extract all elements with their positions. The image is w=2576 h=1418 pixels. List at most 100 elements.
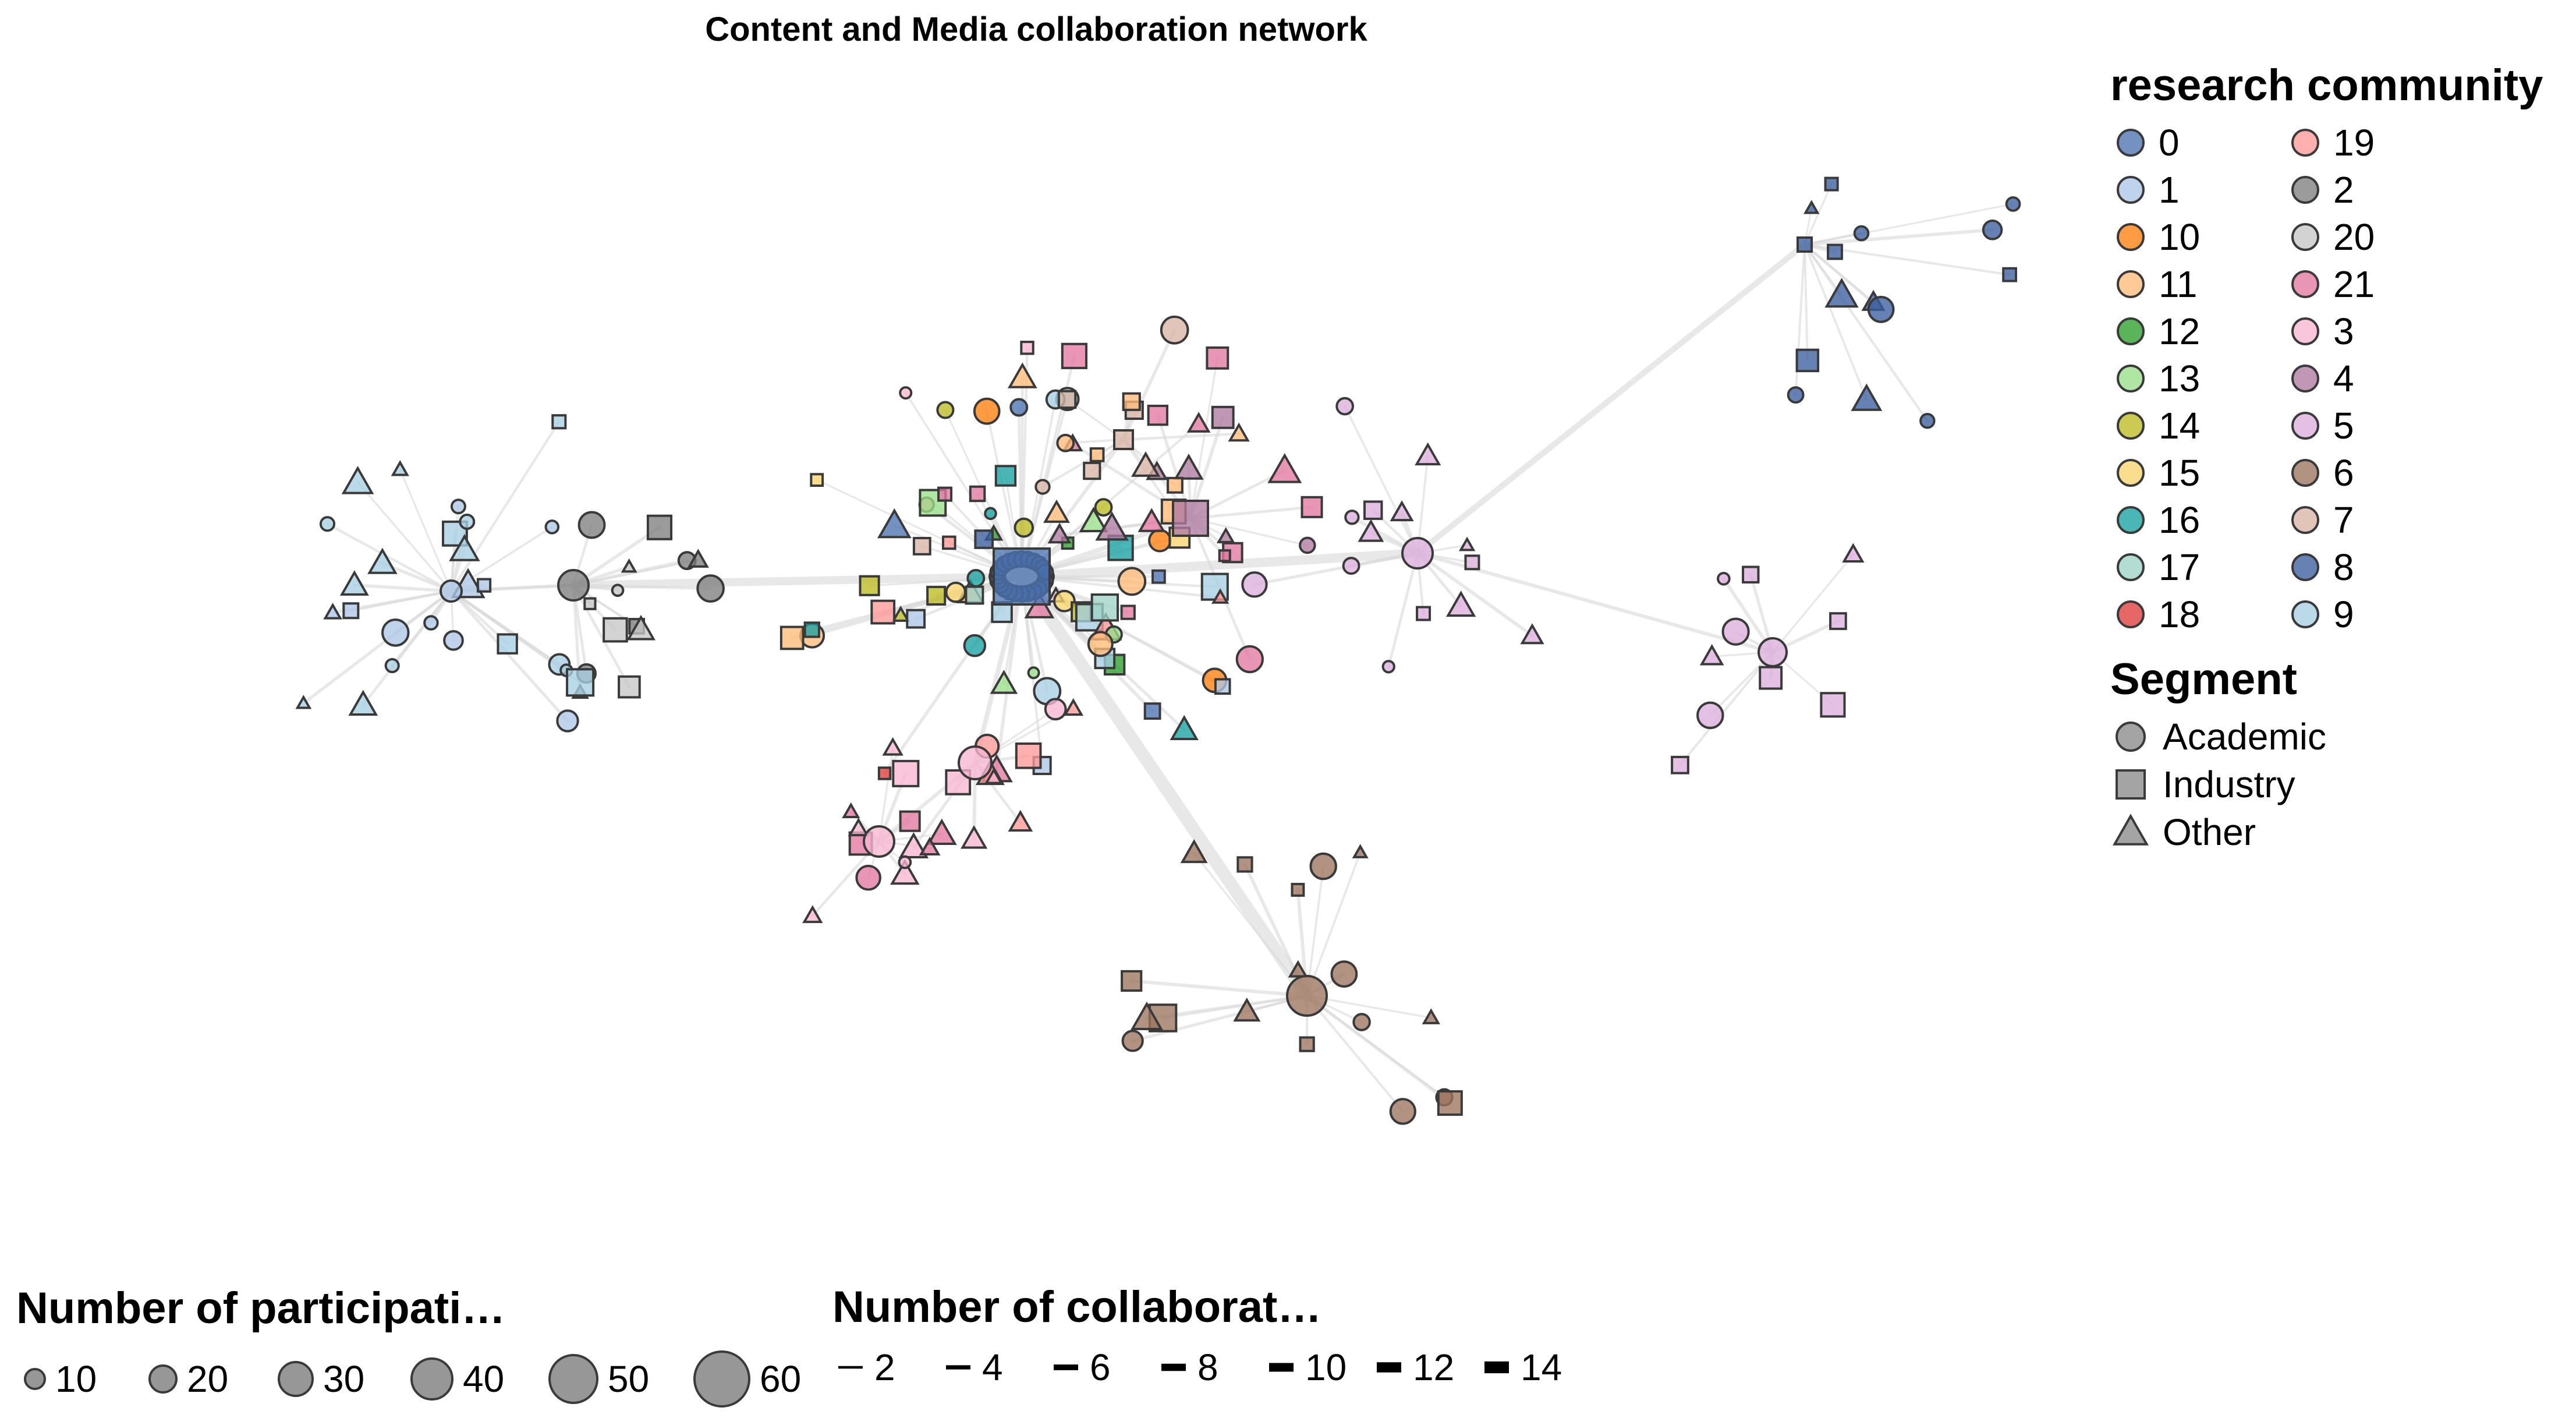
network-edge bbox=[381, 561, 453, 593]
network-edge bbox=[1122, 328, 1177, 441]
network-node bbox=[890, 859, 920, 885]
network-node bbox=[1083, 461, 1101, 480]
network-node bbox=[984, 768, 1004, 784]
network-node bbox=[1143, 702, 1161, 720]
network-node bbox=[1063, 698, 1084, 716]
community-label-2: 2 bbox=[2333, 169, 2354, 211]
network-node bbox=[810, 473, 824, 487]
network-node bbox=[945, 581, 967, 603]
network-edge bbox=[1803, 243, 1809, 362]
size-label-40: 40 bbox=[463, 1358, 504, 1400]
community-label-13: 13 bbox=[2159, 358, 2200, 399]
network-node bbox=[1148, 529, 1172, 553]
network-node bbox=[993, 547, 1051, 606]
community-label-11: 11 bbox=[2159, 263, 2197, 305]
network-edge bbox=[1306, 851, 1362, 997]
width-label-6: 6 bbox=[1090, 1346, 1111, 1388]
network-edge bbox=[1803, 183, 1833, 246]
network-node bbox=[803, 621, 820, 638]
network-node bbox=[1170, 715, 1199, 741]
network-node bbox=[1151, 569, 1166, 584]
network-node bbox=[1288, 960, 1308, 978]
segment-swatch-other bbox=[2112, 814, 2149, 846]
network-node bbox=[476, 578, 492, 593]
network-node bbox=[1352, 1013, 1371, 1031]
network-node bbox=[906, 609, 926, 629]
network-node bbox=[342, 602, 360, 620]
size-label-20: 20 bbox=[187, 1358, 228, 1400]
network-node bbox=[1167, 476, 1184, 494]
size-swatch-20 bbox=[148, 1364, 178, 1394]
network-node bbox=[459, 514, 476, 530]
network-node bbox=[969, 485, 986, 503]
network-node bbox=[855, 865, 881, 891]
size-swatch-60 bbox=[693, 1350, 750, 1408]
network-node bbox=[990, 670, 1018, 694]
network-node bbox=[1416, 606, 1431, 621]
community-label-8: 8 bbox=[2333, 546, 2354, 588]
network-node bbox=[1759, 666, 1783, 690]
community-swatch-17 bbox=[2117, 553, 2145, 581]
size-label-50: 50 bbox=[608, 1358, 649, 1400]
network-node bbox=[443, 630, 464, 651]
community-swatch-11 bbox=[2117, 270, 2145, 298]
network-node bbox=[1363, 500, 1383, 520]
network-node bbox=[1121, 970, 1143, 992]
network-node bbox=[1330, 960, 1358, 988]
network-node bbox=[1024, 592, 1055, 618]
network-node bbox=[391, 460, 409, 476]
network-node bbox=[440, 579, 463, 603]
network-node bbox=[1138, 508, 1165, 532]
network-node bbox=[450, 498, 466, 515]
network-node bbox=[973, 397, 1001, 425]
network-node bbox=[646, 514, 673, 540]
community-swatch-3 bbox=[2291, 317, 2319, 345]
edge-layer bbox=[302, 183, 2014, 1113]
size-swatch-50 bbox=[548, 1354, 598, 1404]
size-legend: Number of participati… 10 20 30 40 50 60 bbox=[16, 1283, 801, 1408]
network-node bbox=[891, 605, 910, 622]
community-label-7: 7 bbox=[2333, 499, 2354, 541]
size-label-30: 30 bbox=[323, 1358, 364, 1400]
network-node bbox=[1797, 236, 1813, 253]
network-node bbox=[621, 558, 637, 573]
network-node bbox=[1335, 397, 1354, 416]
network-node bbox=[1034, 479, 1051, 495]
network-node bbox=[1228, 422, 1250, 442]
network-edge bbox=[811, 575, 1023, 631]
network-node bbox=[1235, 645, 1264, 674]
network-node bbox=[1389, 1098, 1416, 1125]
network-node bbox=[926, 585, 947, 606]
network-node bbox=[1309, 852, 1337, 880]
network-node bbox=[1299, 536, 1316, 554]
network-node bbox=[423, 615, 439, 631]
network-node bbox=[936, 401, 955, 419]
network-edge bbox=[1015, 570, 1313, 1002]
network-node bbox=[1982, 220, 2003, 241]
network-node bbox=[1344, 510, 1360, 525]
community-label-12: 12 bbox=[2159, 310, 2200, 352]
network-node bbox=[384, 657, 400, 674]
network-edge bbox=[1794, 243, 1806, 397]
community-label-20: 20 bbox=[2333, 216, 2375, 258]
community-label-0: 0 bbox=[2159, 122, 2180, 164]
community-swatch-19 bbox=[2291, 129, 2319, 157]
size-legend-title: Number of participati… bbox=[16, 1283, 505, 1333]
community-label-16: 16 bbox=[2159, 499, 2200, 541]
network-edge bbox=[1415, 242, 1808, 556]
network-node bbox=[1027, 666, 1040, 680]
network-node bbox=[1015, 742, 1042, 769]
community-swatch-6 bbox=[2291, 459, 2319, 487]
community-label-15: 15 bbox=[2159, 452, 2200, 494]
segment-label-academic: Academic bbox=[2163, 716, 2326, 758]
network-node bbox=[1056, 433, 1075, 452]
community-swatch-13 bbox=[2117, 365, 2145, 392]
community-swatch-9 bbox=[2291, 600, 2319, 628]
network-node bbox=[779, 625, 805, 650]
network-node bbox=[863, 825, 895, 858]
network-node bbox=[1445, 590, 1476, 617]
community-swatch-5 bbox=[2291, 412, 2319, 440]
network-edge bbox=[1189, 517, 1309, 547]
size-label-60: 60 bbox=[760, 1358, 801, 1400]
network-node bbox=[1131, 451, 1161, 477]
